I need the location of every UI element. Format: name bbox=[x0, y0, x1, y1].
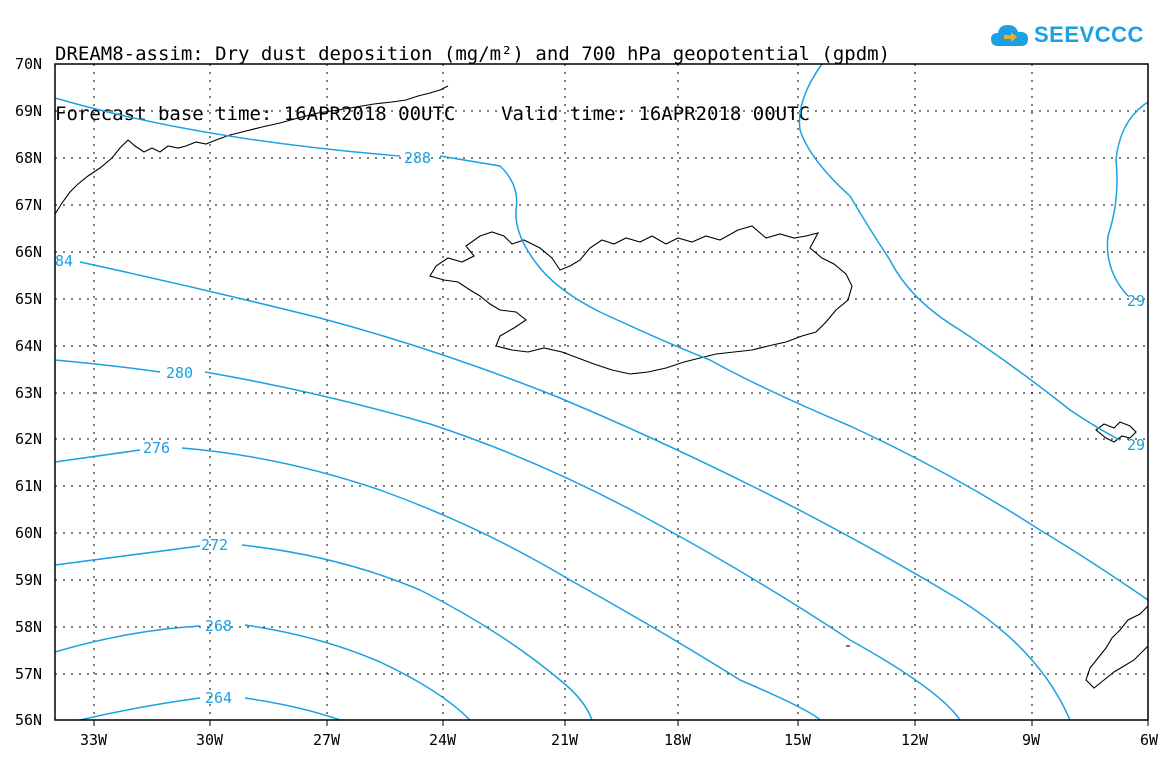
seevccc-logo: SEEVCCC bbox=[990, 22, 1144, 48]
contour-label-276: 276 bbox=[143, 439, 170, 457]
lat-label: 70N bbox=[15, 55, 42, 73]
contour-label-268: 268 bbox=[205, 617, 232, 635]
lat-label: 56N bbox=[15, 711, 42, 729]
lat-label: 65N bbox=[15, 290, 42, 308]
contour-label-272: 272 bbox=[201, 536, 228, 554]
contour-292b-line bbox=[1106, 101, 1149, 297]
contour-label-292a: 29 bbox=[1127, 292, 1145, 310]
contour-labels: 288 84 280 276 272 268 264 29 29 bbox=[55, 149, 1145, 707]
lon-label: 33W bbox=[80, 731, 108, 749]
cloud-icon bbox=[991, 25, 1028, 46]
contour-280-line bbox=[54, 359, 961, 721]
contour-label-288: 288 bbox=[404, 149, 431, 167]
lat-label: 58N bbox=[15, 618, 42, 636]
lat-label: 59N bbox=[15, 571, 42, 589]
contour-label-284: 84 bbox=[55, 252, 73, 270]
lon-label: 6W bbox=[1140, 731, 1159, 749]
map-frame bbox=[54, 63, 1149, 721]
contour-268-line bbox=[54, 624, 471, 721]
lat-label: 67N bbox=[15, 196, 42, 214]
lon-label: 21W bbox=[551, 731, 579, 749]
axis-ticks bbox=[93, 720, 1149, 726]
lat-label: 63N bbox=[15, 384, 42, 402]
lat-label: 57N bbox=[15, 665, 42, 683]
contour-264-line bbox=[79, 697, 341, 721]
lat-label: 62N bbox=[15, 430, 42, 448]
longitude-labels: 33W 30W 27W 24W 21W 18W 15W 12W 9W 6W bbox=[80, 731, 1159, 749]
lat-label: 68N bbox=[15, 149, 42, 167]
lon-label: 24W bbox=[429, 731, 457, 749]
contour-272-line bbox=[54, 544, 593, 721]
geopotential-contours bbox=[54, 63, 1149, 721]
lon-label: 9W bbox=[1022, 731, 1041, 749]
contour-292a-line bbox=[798, 63, 1121, 441]
map-subtitle: Forecast base time: 16APR2018 00UTC Vali… bbox=[55, 103, 810, 125]
contour-276-line bbox=[54, 447, 821, 721]
contour-284-line bbox=[79, 261, 1071, 721]
contour-label-292b: 29 bbox=[1127, 436, 1145, 454]
scotland-coast bbox=[1085, 605, 1149, 689]
lon-label: 30W bbox=[196, 731, 224, 749]
lat-label: 60N bbox=[15, 524, 42, 542]
iceland-coast bbox=[429, 225, 853, 375]
lon-label: 18W bbox=[664, 731, 692, 749]
contour-288-line bbox=[54, 97, 1149, 601]
gridlines bbox=[55, 64, 1148, 720]
faroe-coast bbox=[1095, 421, 1137, 443]
latitude-labels: 70N 69N 68N 67N 66N 65N 64N 63N 62N 61N … bbox=[15, 55, 42, 729]
lat-label: 61N bbox=[15, 477, 42, 495]
lon-label: 15W bbox=[784, 731, 812, 749]
coastlines bbox=[54, 85, 1149, 689]
lon-label: 12W bbox=[901, 731, 929, 749]
lon-label: 27W bbox=[313, 731, 341, 749]
contour-label-280: 280 bbox=[166, 364, 193, 382]
lat-label: 66N bbox=[15, 243, 42, 261]
map-header: DREAM8-assim: Dry dust deposition (mg/m²… bbox=[55, 4, 890, 144]
lat-label: 69N bbox=[15, 102, 42, 120]
contour-label-264: 264 bbox=[205, 689, 232, 707]
logo-text: SEEVCCC bbox=[1034, 22, 1144, 47]
map-title: DREAM8-assim: Dry dust deposition (mg/m²… bbox=[55, 43, 891, 65]
lat-label: 64N bbox=[15, 337, 42, 355]
greenland-coast bbox=[54, 85, 449, 215]
